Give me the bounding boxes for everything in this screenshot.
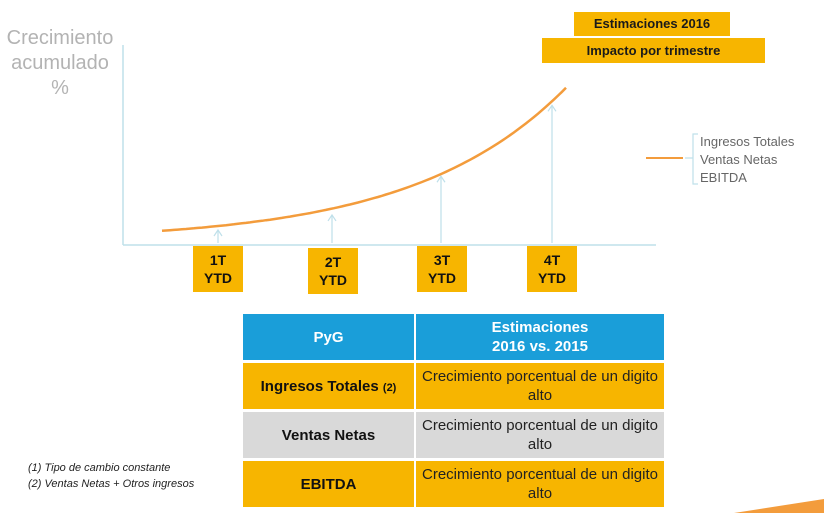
y-axis-label-line-3: %: [51, 77, 69, 99]
table-header-row: PyG Estimaciones 2016 vs. 2015: [243, 314, 664, 362]
row-value: Crecimiento porcentual de un digito alto: [415, 360, 664, 411]
quarter-label-2t: 2T YTD: [308, 248, 358, 294]
quarter-name: 1T: [209, 252, 227, 268]
chart-axes: [122, 45, 656, 246]
legend-marker: [646, 133, 698, 185]
header-estimates-line1: Estimaciones: [491, 319, 589, 336]
quarter-ytd: YTD: [204, 270, 232, 286]
legend-item-ingresos: Ingresos Totales: [700, 134, 795, 149]
header-estimates-line2: 2016 vs. 2015: [492, 338, 588, 355]
estimates-subtitle: Impacto por trimestre: [542, 38, 765, 63]
quarter-arrow-head: [547, 104, 557, 112]
y-axis-label-line-1: Crecimiento: [6, 27, 114, 49]
quarter-name: 2T: [324, 254, 342, 270]
legend-bracket: [685, 133, 698, 185]
footnote-1: (1) Tipo de cambio constante: [28, 462, 171, 474]
table-header-pyg: PyG: [243, 314, 416, 362]
row-footnote-ref: (2): [382, 381, 397, 394]
y-axis-label-line-2: acumulado: [11, 52, 109, 74]
row-value: Crecimiento porcentual de un digito alto: [415, 458, 664, 507]
quarter-label-4t: 4T YTD: [527, 246, 577, 292]
growth-curve: [161, 86, 567, 233]
row-value: Crecimiento porcentual de un digito alto: [415, 409, 664, 460]
row-label-text: Ingresos Totales: [260, 377, 379, 395]
quarter-name: 3T: [433, 252, 451, 268]
table-row: Ventas Netas Crecimiento porcentual de u…: [243, 409, 664, 460]
footnote-2: (2) Ventas Netas + Otros ingresos: [28, 478, 195, 490]
quarter-label-1t: 1T YTD: [193, 246, 243, 292]
footnotes: (1) Tipo de cambio constante (2) Ventas …: [28, 460, 194, 492]
row-label: EBITDA: [243, 458, 416, 507]
pyg-table: PyG Estimaciones 2016 vs. 2015 Ingresos …: [243, 314, 664, 507]
legend: Ingresos Totales Ventas Netas EBITDA: [700, 133, 794, 187]
table-row: Ingresos Totales (2) Crecimiento porcent…: [243, 360, 664, 411]
y-axis-label: Crecimiento acumulado %: [0, 26, 120, 101]
row-label: Ingresos Totales (2): [243, 360, 416, 411]
legend-item-ebitda: EBITDA: [700, 170, 747, 185]
quarter-label-3t: 3T YTD: [417, 246, 467, 292]
quarter-arrow-head: [436, 175, 446, 183]
table-header-estimates: Estimaciones 2016 vs. 2015: [415, 314, 664, 362]
quarter-name: 4T: [543, 252, 561, 268]
quarter-ytd: YTD: [538, 270, 566, 286]
quarter-ytd: YTD: [428, 270, 456, 286]
decorative-swoosh: [734, 499, 824, 513]
table-row: EBITDA Crecimiento porcentual de un digi…: [243, 458, 664, 507]
estimates-title: Estimaciones 2016: [574, 12, 730, 36]
quarter-arrows: [213, 104, 557, 243]
quarter-ytd: YTD: [319, 272, 347, 288]
quarter-arrow-head: [213, 228, 223, 237]
legend-item-ventas: Ventas Netas: [700, 152, 778, 167]
quarter-arrow-head: [327, 213, 337, 222]
row-label: Ventas Netas: [243, 409, 416, 460]
